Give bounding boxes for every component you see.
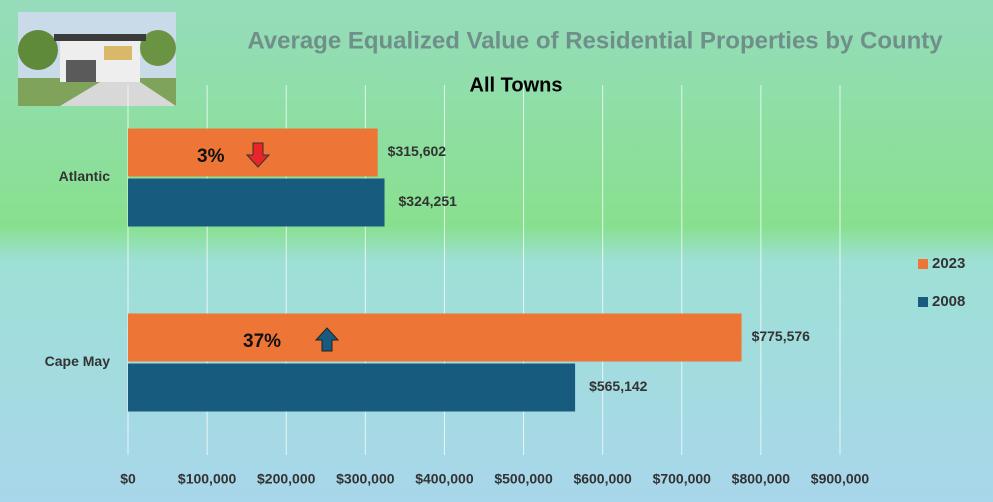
bar [128, 178, 385, 227]
value-label: $315,602 [388, 143, 447, 159]
x-tick-label: $900,000 [811, 471, 870, 487]
x-tick-label: $200,000 [257, 471, 316, 487]
x-tick-label: $300,000 [336, 471, 395, 487]
x-tick-label: $0 [120, 471, 136, 487]
legend-swatch [918, 297, 928, 307]
x-tick-label: $400,000 [415, 471, 474, 487]
arrow-up [314, 327, 340, 352]
legend-label: 2008 [932, 293, 965, 310]
x-tick-label: $600,000 [573, 471, 632, 487]
annotation: 37% [243, 331, 281, 352]
value-label: $775,576 [752, 328, 811, 344]
chart-subtitle: All Towns [470, 74, 563, 96]
arrow-down [245, 142, 271, 168]
category-label: Atlantic [59, 168, 111, 184]
value-label: $324,251 [399, 193, 458, 209]
house-image [18, 12, 176, 106]
bar [128, 313, 742, 362]
x-tick-label: $700,000 [653, 471, 712, 487]
category-label: Cape May [45, 353, 111, 369]
legend-swatch [918, 259, 928, 269]
x-tick-label: $100,000 [178, 471, 237, 487]
legend-label: 2023 [932, 255, 965, 272]
x-tick-label: $800,000 [732, 471, 791, 487]
annotation: 3% [197, 146, 225, 167]
plot [128, 128, 742, 412]
bar [128, 363, 576, 412]
chart-title: Average Equalized Value of Residential P… [247, 27, 943, 54]
value-label: $565,142 [589, 378, 648, 394]
x-tick-label: $500,000 [494, 471, 553, 487]
